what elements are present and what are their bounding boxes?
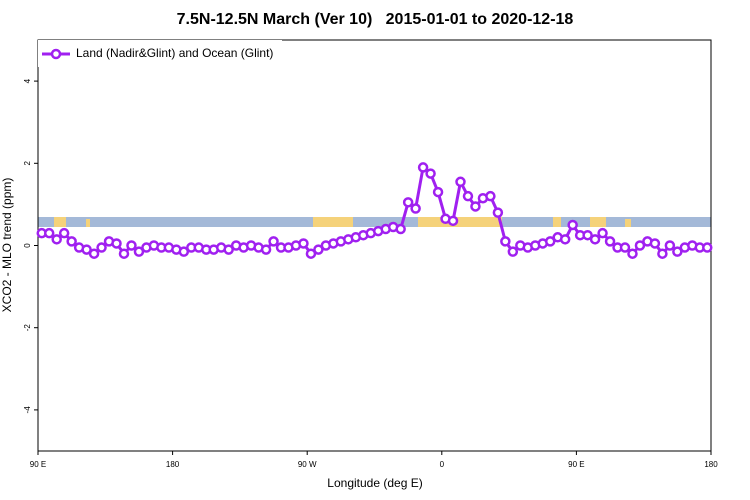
point: [470, 201, 481, 212]
point: [649, 238, 661, 249]
point: [268, 236, 279, 247]
point: [260, 244, 272, 255]
y-tick-label: 4: [23, 78, 32, 83]
point: [133, 246, 145, 257]
point: [223, 244, 234, 255]
point: [58, 227, 70, 239]
point: [559, 234, 571, 245]
y-tick-label: -4: [23, 406, 32, 414]
point: [66, 236, 77, 247]
land-patch: [590, 217, 606, 227]
point: [462, 190, 474, 202]
point: [111, 238, 122, 249]
legend-box: [38, 40, 282, 67]
point: [634, 240, 646, 251]
point: [597, 227, 608, 239]
point: [410, 203, 421, 214]
y-tick-label: -2: [23, 324, 32, 332]
point: [604, 236, 616, 247]
point: [51, 234, 62, 245]
point: [507, 246, 519, 257]
point: [447, 215, 459, 227]
point: [395, 223, 406, 235]
point: [657, 248, 668, 259]
point: [118, 248, 130, 259]
point: [619, 242, 631, 253]
point: [627, 248, 638, 259]
point: [567, 219, 578, 231]
land-patch: [86, 219, 90, 227]
y-tick-label: 2: [23, 161, 32, 166]
land-patch: [313, 217, 353, 227]
land-patch: [625, 219, 631, 227]
point: [126, 240, 137, 251]
point: [313, 244, 324, 255]
point: [500, 236, 511, 247]
legend-label: Land (Nadir&Glint) and Ocean (Glint): [76, 46, 273, 60]
point: [544, 236, 556, 247]
land-patch: [418, 217, 502, 227]
x-tick-label: 0: [440, 460, 445, 469]
land-patch: [54, 217, 66, 227]
point: [178, 246, 190, 257]
x-tick-label: 90 W: [298, 460, 317, 469]
point: [425, 168, 436, 179]
point: [96, 242, 107, 253]
point: [485, 190, 496, 202]
point: [432, 186, 444, 198]
point: [664, 240, 676, 251]
point: [455, 176, 466, 188]
legend-marker: [50, 48, 62, 60]
point: [298, 238, 309, 249]
surface-band: [38, 217, 711, 227]
x-tick-label: 90 E: [30, 460, 46, 469]
point: [702, 242, 713, 253]
x-tick-label: 180: [166, 460, 180, 469]
point: [589, 234, 601, 245]
y-axis-label: XCO2 - MLO trend (ppm): [0, 178, 14, 313]
chart-title: 7.5N-12.5N March (Ver 10) 2015-01-01 to …: [177, 11, 574, 28]
land-patch: [553, 217, 561, 227]
point: [88, 248, 100, 259]
y-tick-label: 0: [23, 243, 32, 248]
point: [43, 227, 55, 239]
point: [305, 248, 317, 259]
point: [672, 246, 683, 257]
point: [402, 197, 414, 208]
point: [417, 162, 429, 173]
point: [81, 244, 92, 255]
ocean-band: [38, 217, 711, 227]
point: [492, 207, 504, 218]
point: [582, 229, 593, 241]
x-axis-label: Longitude (deg E): [327, 476, 422, 490]
x-tick-label: 90 E: [568, 460, 584, 469]
x-tick-label: 180: [704, 460, 718, 469]
